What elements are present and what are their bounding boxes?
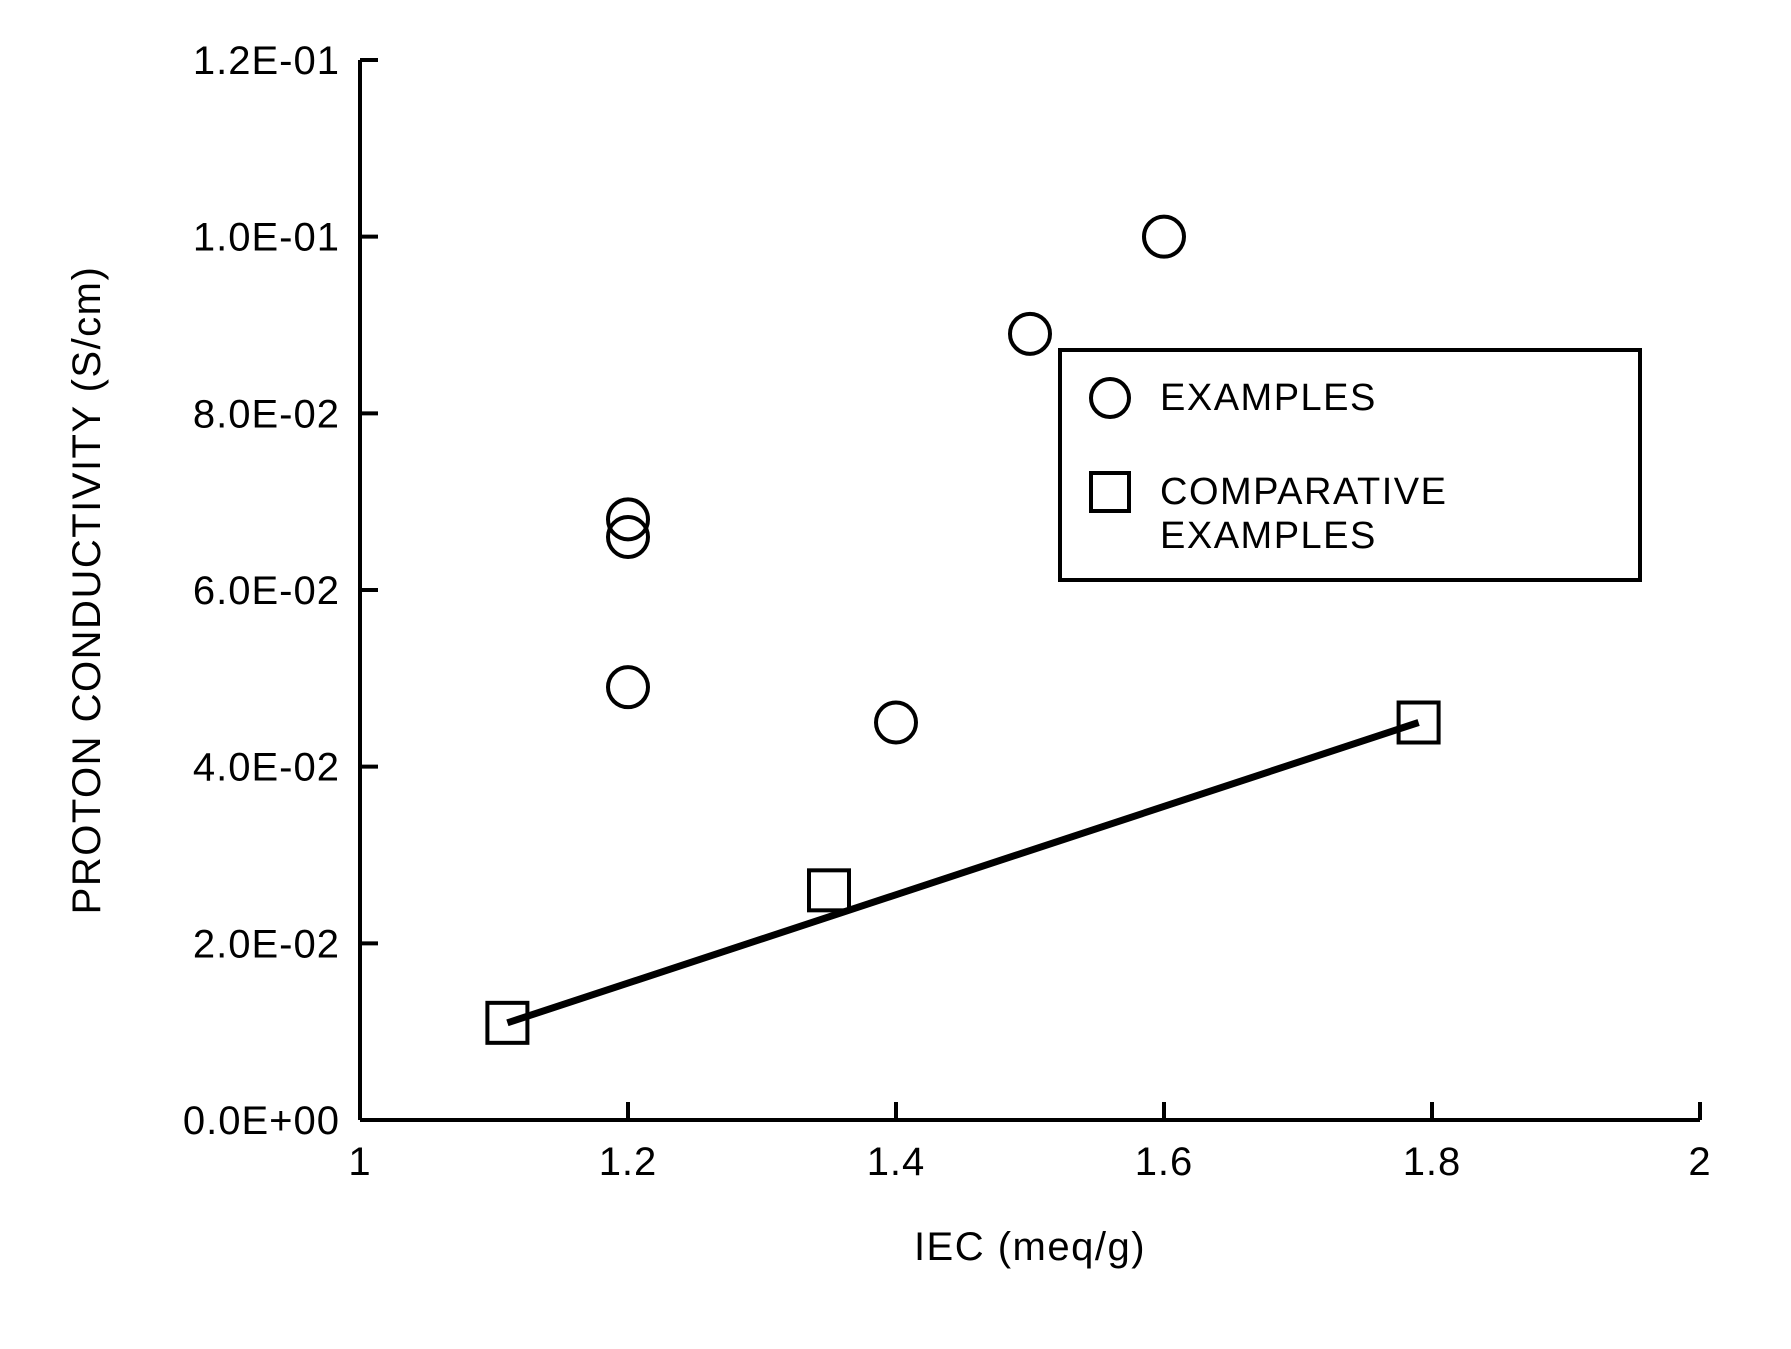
x-tick-label: 1.8 (1403, 1140, 1462, 1184)
x-tick-label: 1.2 (599, 1140, 658, 1184)
y-tick-label: 2.0E-02 (193, 922, 340, 966)
y-tick-label: 1.2E-01 (193, 39, 340, 83)
legend-label: EXAMPLES (1160, 377, 1377, 419)
y-tick-label: 0.0E+00 (183, 1099, 340, 1143)
x-tick-label: 1.6 (1135, 1140, 1194, 1184)
x-tick-label: 1 (348, 1140, 371, 1184)
scatter-chart: 1 1.2 1.4 1.6 1.8 2 0.0E+00 2.0E-02 4.0E-02 6.0E-… (0, 0, 1791, 1349)
y-tick-label: 4.0E-02 (193, 746, 340, 790)
legend-label: EXAMPLES (1160, 515, 1377, 557)
legend-label: COMPARATIVE (1160, 471, 1447, 513)
x-tick-label: 1.4 (867, 1140, 926, 1184)
x-tick-label: 2 (1688, 1140, 1711, 1184)
y-tick-label: 6.0E-02 (193, 569, 340, 613)
y-tick-label: 8.0E-02 (193, 392, 340, 436)
chart-container: 1 1.2 1.4 1.6 1.8 2 0.0E+00 2.0E-02 4.0E-02 6.0E-… (0, 0, 1791, 1349)
y-tick-label: 1.0E-01 (193, 216, 340, 260)
x-axis-title: IEC (meq/g) (914, 1225, 1146, 1269)
y-axis-title: PROTON CONDUCTIVITY (S/cm) (65, 266, 109, 915)
